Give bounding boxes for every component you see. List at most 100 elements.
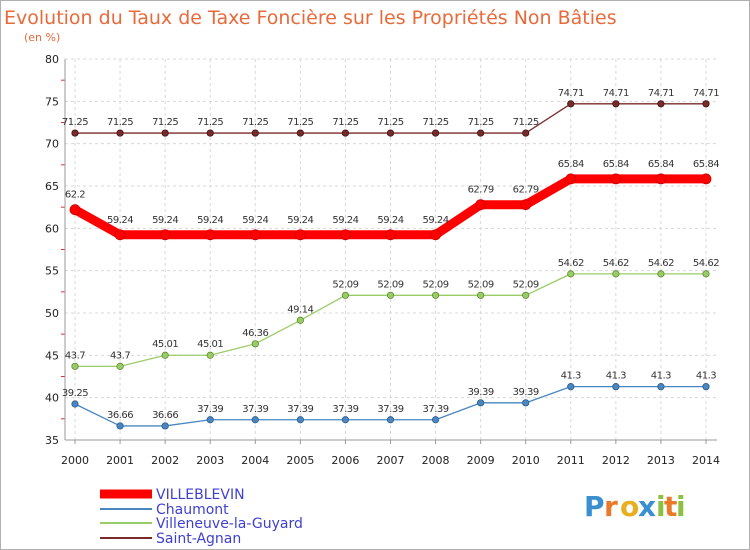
data-label: 71.25 [332,117,358,128]
y-tick-label: 50 [45,307,59,320]
x-tick-label: 2011 [557,454,585,467]
series-2-point [477,291,485,299]
data-label: 59.24 [152,215,178,226]
series-2-point [71,362,79,370]
series-3-point [116,129,124,137]
series-3-point [206,129,214,137]
series-3-point [296,129,304,137]
logo-letter: i [676,490,686,523]
series-2-point [296,316,304,324]
x-tick-label: 2014 [692,454,720,467]
series-1-point [477,399,485,407]
data-label: 62.79 [468,185,494,196]
data-label: 49.14 [287,304,313,315]
data-label: 74.71 [648,88,674,99]
data-label: 65.84 [648,159,674,170]
logo-letter: r [604,490,618,523]
series-3-point [657,100,665,108]
series-2-point [612,270,620,278]
data-label: 43.7 [110,350,130,361]
legend-label-0: VILLEBLEVIN [156,487,245,503]
series-1-point [567,383,575,391]
data-label: 71.25 [513,117,539,128]
series-0-point [520,199,532,211]
legend: VILLEBLEVINChaumontVilleneuve-la-GuyardS… [100,487,303,547]
series-0-point [475,199,487,211]
y-tick-label: 60 [45,222,59,235]
series-0-point [610,173,622,185]
data-label: 36.66 [107,410,133,421]
series-2-point [161,351,169,359]
legend-label-2: Villeneuve-la-Guyard [156,516,303,532]
x-tick-label: 2012 [602,454,630,467]
series-0-point [655,173,667,185]
logo-letter: i [656,490,666,523]
data-label: 59.24 [423,215,449,226]
y-tick-label: 40 [45,392,59,405]
data-label: 59.24 [242,215,268,226]
x-tick-label: 2003 [196,454,224,467]
series-1-point [296,416,304,424]
legend-swatch-3 [100,537,152,539]
series-3-point [71,129,79,137]
series-0-point [385,229,396,241]
series-3-point [341,129,350,137]
series-3-point [702,100,710,108]
data-label: 62.79 [513,185,539,196]
data-label: 71.25 [423,117,449,128]
x-tick-label: 2013 [647,454,675,467]
y-tick-label: 45 [45,349,59,362]
series-0-point [204,229,216,241]
data-label: 41.3 [561,371,581,382]
data-label: 52.09 [377,279,403,290]
legend-swatch-0 [100,489,152,499]
legend-label-3: Saint-Agnan [156,531,241,547]
series-1-point [251,416,259,424]
series-0-point [249,229,261,241]
series-3-point [567,100,575,108]
series-0-point [114,229,126,241]
series-0-point [294,229,306,241]
data-label: 54.62 [648,258,674,269]
y-tick-label: 70 [45,138,59,151]
data-label: 37.39 [197,404,223,415]
data-label: 39.39 [513,387,539,398]
data-label: 59.24 [197,215,223,226]
data-label: 59.24 [332,215,358,226]
series-0-point [430,229,441,241]
logo-letter: P [584,490,605,523]
data-label: 37.39 [242,404,268,415]
x-tick-label: 2004 [241,454,269,467]
x-tick-label: 2009 [467,454,495,467]
data-label: 71.25 [62,117,88,128]
series-1-point [657,383,665,391]
data-label: 65.84 [603,159,629,170]
series-1-point [612,383,620,391]
legend-label-1: Chaumont [156,502,229,518]
data-label: 74.71 [603,88,629,99]
series-3-point [161,129,169,137]
x-tick-label: 2010 [512,454,540,467]
data-label: 41.3 [606,371,626,382]
series-2-point [386,291,395,299]
data-label: 71.25 [152,117,178,128]
chart-subtitle: (en %) [24,31,60,44]
data-label: 52.09 [513,279,539,290]
data-label: 39.39 [468,387,494,398]
series-1-point [702,383,710,391]
data-label: 41.3 [651,371,671,382]
data-label: 45.01 [197,339,223,350]
series-group [69,100,712,430]
data-label: 37.39 [332,404,358,415]
data-label: 37.39 [287,404,313,415]
y-tick-label: 75 [45,95,59,108]
y-tick-label: 35 [45,434,59,447]
series-3-point [386,129,395,137]
series-2-point [116,362,124,370]
x-tick-label: 2001 [106,454,134,467]
x-tick-label: 2008 [422,454,450,467]
y-tick-label: 55 [45,265,59,278]
